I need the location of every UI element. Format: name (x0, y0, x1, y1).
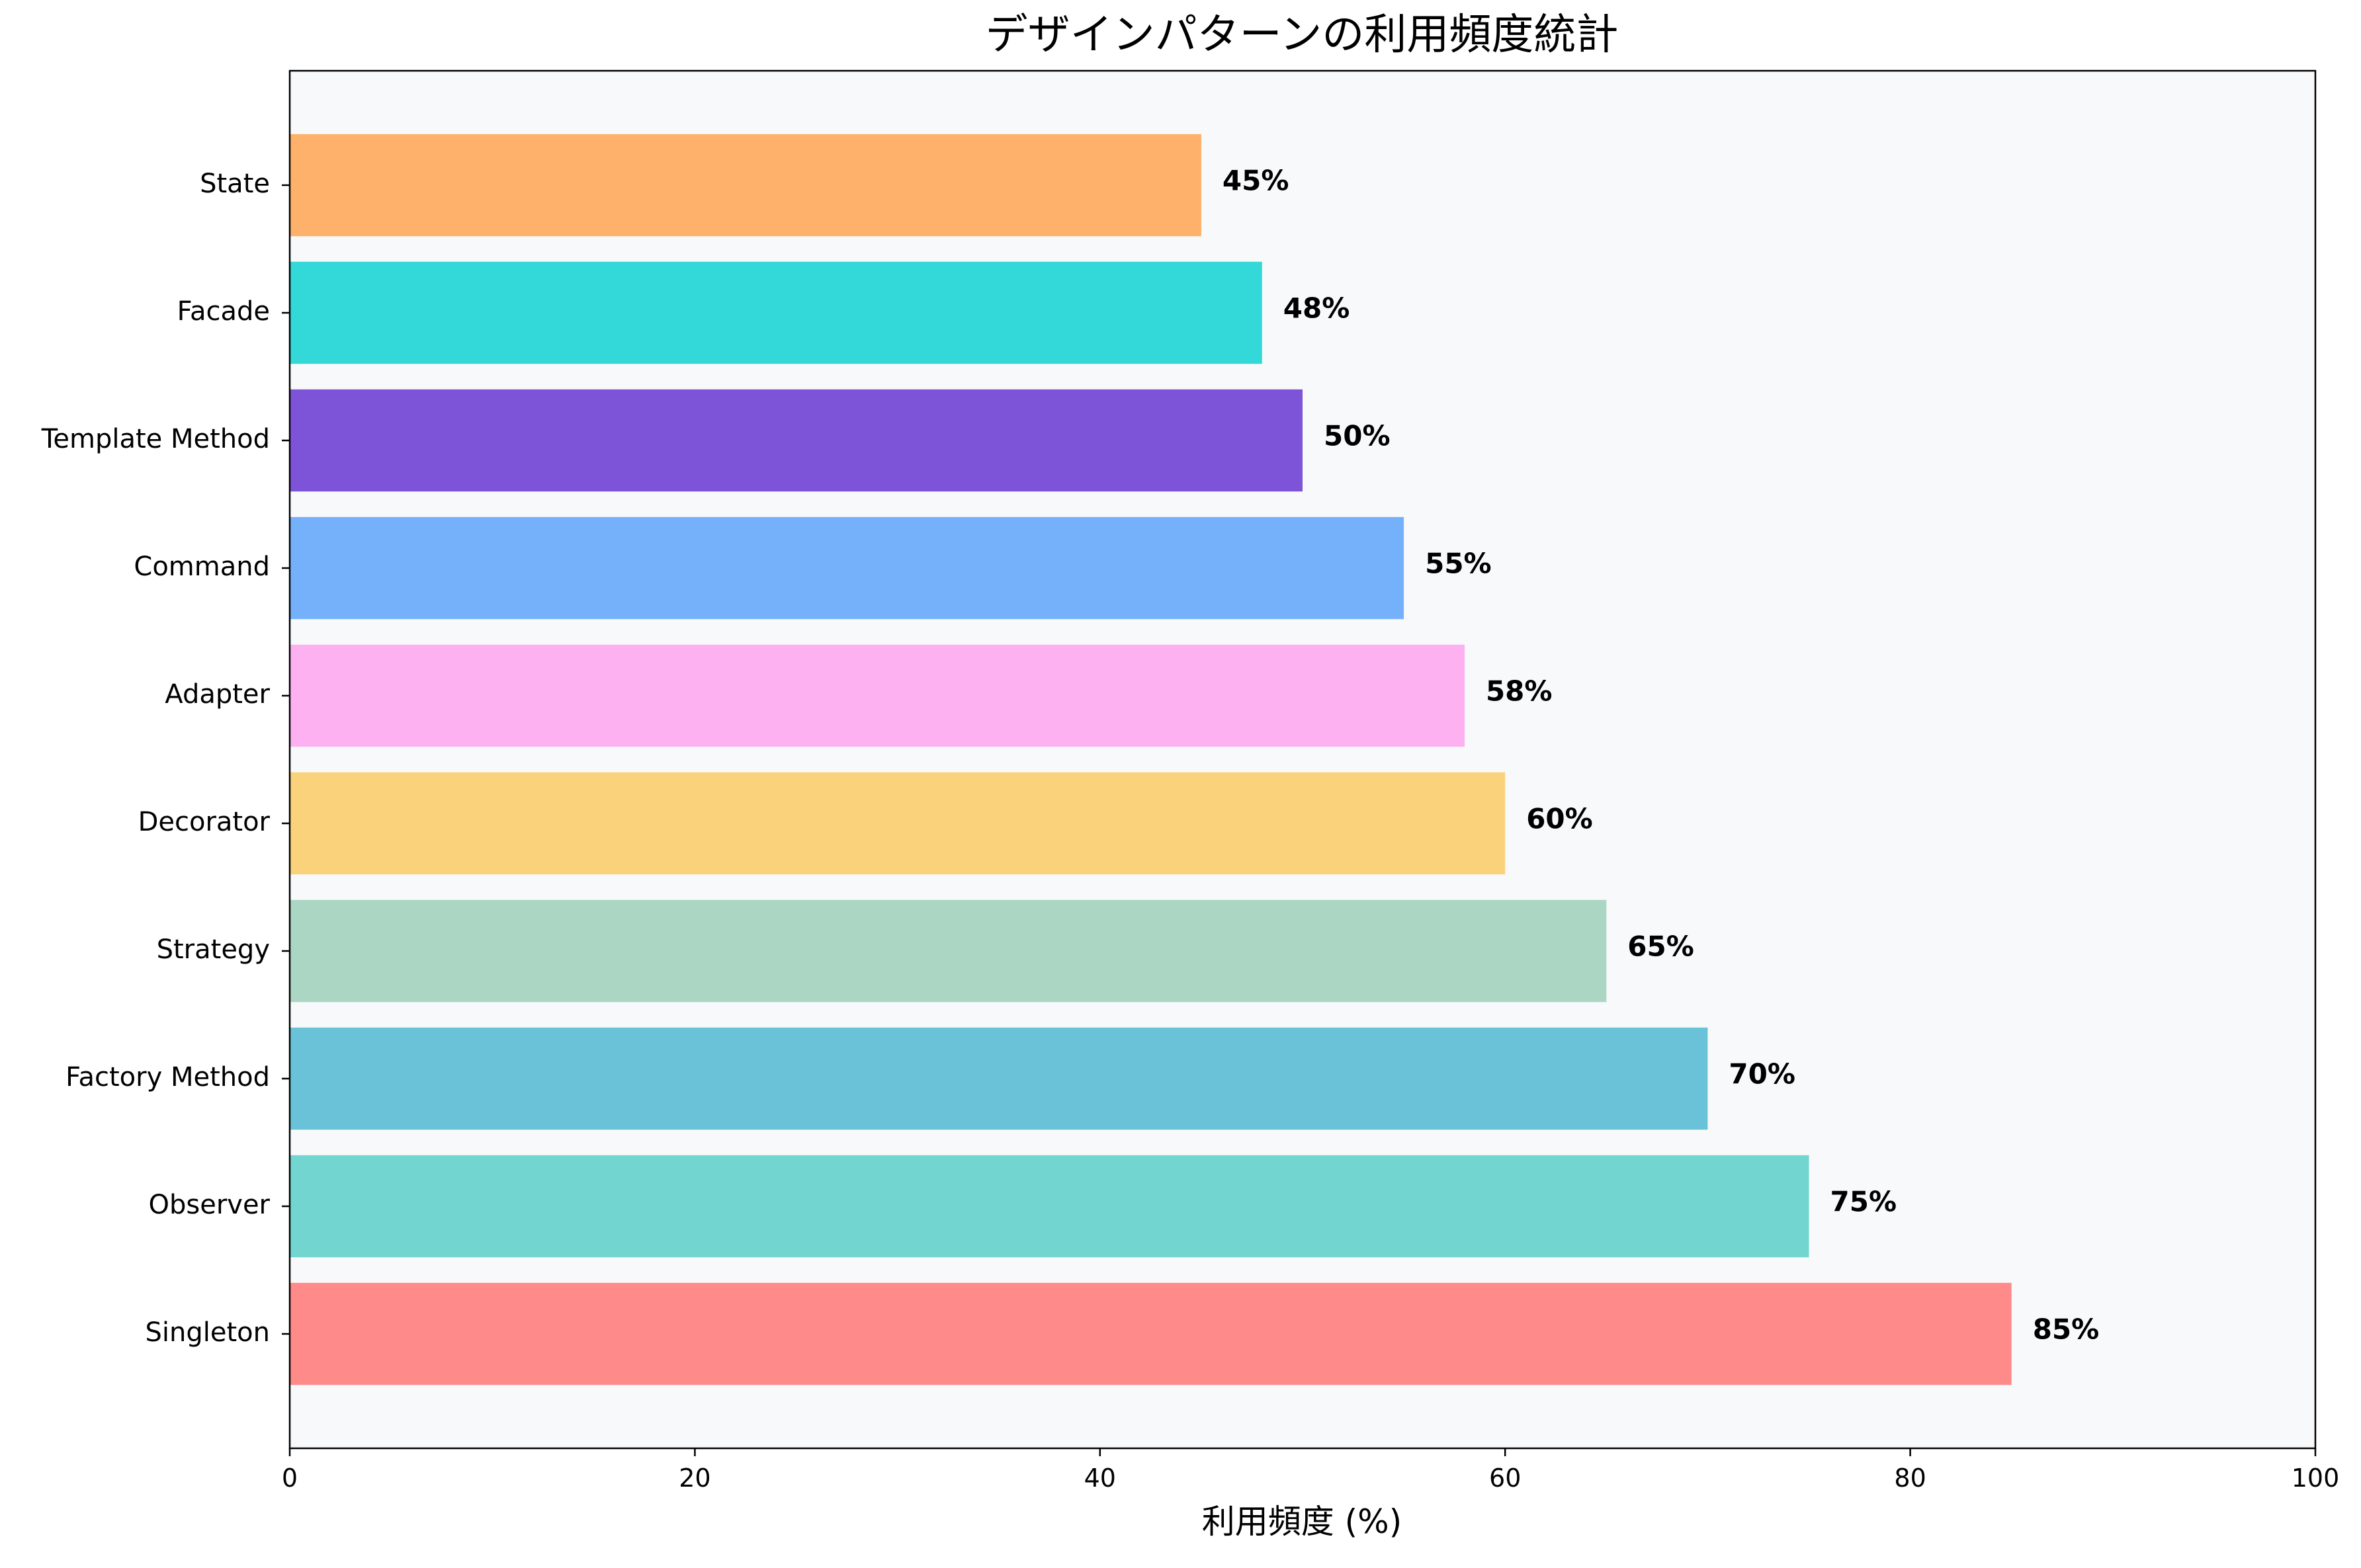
y-tick-label: Observer (149, 1190, 271, 1220)
bar (290, 899, 1607, 1003)
chart-title: デザインパターンの利用頻度統計 (986, 11, 1619, 60)
bar (290, 389, 1303, 492)
data-label: 65% (1627, 930, 1694, 963)
y-tick-label: Strategy (157, 934, 270, 965)
data-label: 70% (1729, 1058, 1795, 1091)
x-tick-label: 60 (1489, 1464, 1521, 1493)
x-axis: 0 20 40 60 80 100 (282, 1448, 2339, 1493)
data-label: 55% (1425, 548, 1492, 580)
data-label: 45% (1223, 165, 1289, 197)
bar (290, 134, 1201, 237)
bar (290, 1027, 1708, 1130)
data-label: 75% (1830, 1186, 1897, 1218)
plot-frame (288, 69, 2317, 1450)
x-tick-label: 80 (1894, 1464, 1926, 1493)
x-tick-label: 40 (1084, 1464, 1116, 1493)
bar (290, 1155, 1809, 1258)
y-tick-label: Facade (177, 296, 270, 327)
bar (290, 1282, 2012, 1385)
bar (290, 261, 1262, 364)
y-tick-label: Singleton (146, 1317, 270, 1348)
data-label: 48% (1283, 292, 1350, 325)
y-tick-label: Template Method (41, 424, 270, 454)
x-axis-label: 利用頻度 (%) (1202, 1503, 1402, 1541)
data-labels-group: 85% 75% 70% 65% 60% 58% 55% 50% 48% 45% (1223, 165, 2099, 1346)
data-label: 85% (2033, 1313, 2100, 1346)
y-tick-label: State (200, 169, 270, 199)
x-tick-label: 0 (282, 1464, 298, 1493)
y-axis: Singleton Observer Factory Method Strategy D… (41, 169, 290, 1348)
y-tick-label: Decorator (138, 807, 271, 837)
x-tick-label: 100 (2292, 1464, 2340, 1493)
data-label: 60% (1526, 803, 1593, 835)
x-tick-label: 20 (679, 1464, 710, 1493)
bars-group (290, 134, 2012, 1385)
bar (290, 772, 1506, 875)
y-tick-label: Command (134, 552, 270, 582)
y-tick-label: Factory Method (65, 1062, 270, 1093)
bar (290, 516, 1404, 620)
data-label: 50% (1324, 420, 1391, 452)
bar (290, 644, 1465, 747)
y-tick-label: Adapter (165, 679, 270, 710)
data-label: 58% (1486, 675, 1553, 708)
